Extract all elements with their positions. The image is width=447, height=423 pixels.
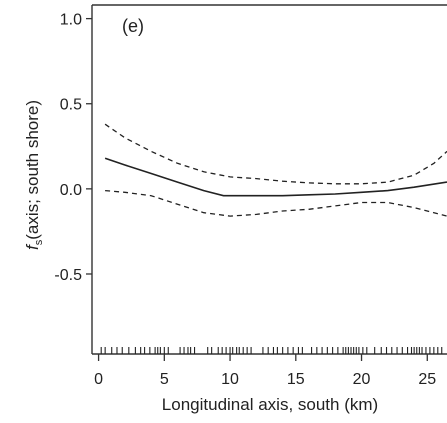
- y-tick-label: 1.0: [60, 12, 82, 29]
- x-tick-label: 10: [221, 371, 239, 388]
- x-tick-label: 25: [418, 371, 436, 388]
- x-tick-label: 20: [353, 371, 371, 388]
- x-tick-label: 0: [94, 371, 103, 388]
- lower-ci-dashed-curve: [105, 189, 447, 217]
- x-axis-label: Longitudinal axis, south (km): [162, 395, 378, 414]
- x-tick-label: 5: [160, 371, 169, 388]
- y-axis-label-rest: (axis; south shore): [23, 100, 42, 240]
- plot-frame: [91, 4, 447, 355]
- x-axis-ticks: 0 5 10 15 20 25: [94, 354, 436, 388]
- y-tick-label: 0.5: [60, 97, 82, 114]
- upper-ci-dashed-curve: [104, 123, 447, 185]
- y-tick-label: -0.5: [54, 267, 82, 284]
- y-axis-ticks: 1.0 0.5 0.0 -0.5: [54, 12, 92, 284]
- y-axis-label-sub: s: [33, 239, 45, 245]
- x-tick-label: 15: [287, 371, 305, 388]
- y-axis-label: fs(axis; south shore): [23, 100, 45, 250]
- rug-marks: [100, 347, 443, 354]
- y-axis-label-f: f: [23, 243, 42, 250]
- panel-label: (e): [122, 16, 144, 36]
- series-lines: [104, 123, 447, 217]
- y-tick-label: 0.0: [60, 182, 82, 199]
- fitted-curve: [104, 157, 447, 197]
